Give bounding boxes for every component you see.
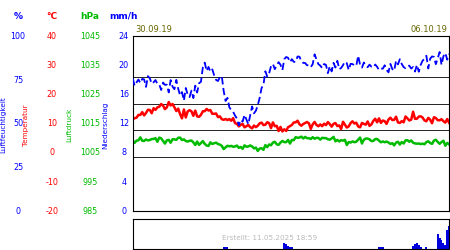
Text: mm/h: mm/h bbox=[109, 12, 138, 21]
Bar bbox=[441, 240, 442, 249]
Text: Luftdruck: Luftdruck bbox=[66, 108, 72, 142]
Bar bbox=[380, 247, 382, 249]
Text: 30: 30 bbox=[47, 61, 57, 70]
Text: 20: 20 bbox=[119, 61, 129, 70]
Bar bbox=[378, 246, 380, 249]
Text: 1005: 1005 bbox=[80, 148, 100, 158]
Text: 1025: 1025 bbox=[80, 90, 100, 99]
Bar bbox=[437, 234, 439, 249]
Text: 75: 75 bbox=[13, 76, 23, 84]
Text: 06.10.19: 06.10.19 bbox=[411, 25, 448, 34]
Bar bbox=[287, 246, 289, 249]
Bar bbox=[444, 245, 446, 249]
Text: 0: 0 bbox=[121, 207, 126, 216]
Bar bbox=[420, 246, 422, 249]
Bar bbox=[442, 243, 444, 249]
Text: 24: 24 bbox=[119, 32, 129, 41]
Text: Temperatur: Temperatur bbox=[23, 104, 29, 146]
Text: 50: 50 bbox=[13, 119, 23, 128]
Text: 985: 985 bbox=[82, 207, 98, 216]
Text: hPa: hPa bbox=[81, 12, 99, 21]
Text: 1035: 1035 bbox=[80, 61, 100, 70]
Text: 1015: 1015 bbox=[80, 119, 100, 128]
Bar bbox=[223, 246, 225, 249]
Text: 995: 995 bbox=[82, 178, 98, 186]
Bar bbox=[291, 247, 293, 249]
Bar bbox=[284, 243, 285, 249]
Bar bbox=[425, 247, 428, 249]
Text: 20: 20 bbox=[47, 90, 57, 99]
Bar bbox=[285, 244, 287, 249]
Text: 25: 25 bbox=[13, 163, 23, 172]
Bar bbox=[412, 246, 414, 249]
Text: Luftfeuchtigkeit: Luftfeuchtigkeit bbox=[0, 96, 6, 153]
Text: 16: 16 bbox=[119, 90, 129, 99]
Bar bbox=[418, 245, 420, 249]
Text: 0: 0 bbox=[15, 207, 21, 216]
Bar bbox=[226, 247, 229, 249]
Bar bbox=[446, 230, 448, 249]
Text: Niederschlag: Niederschlag bbox=[102, 101, 108, 149]
Bar bbox=[448, 226, 450, 249]
Bar bbox=[382, 247, 384, 249]
Text: 12: 12 bbox=[119, 119, 129, 128]
Bar bbox=[416, 243, 418, 249]
Text: -10: -10 bbox=[45, 178, 58, 186]
Text: 10: 10 bbox=[47, 119, 57, 128]
Text: 100: 100 bbox=[10, 32, 26, 41]
Text: 8: 8 bbox=[121, 148, 126, 158]
Text: 30.09.19: 30.09.19 bbox=[135, 25, 172, 34]
Text: Erstellt: 11.05.2025 18:59: Erstellt: 11.05.2025 18:59 bbox=[222, 234, 318, 240]
Text: %: % bbox=[14, 12, 22, 21]
Text: -20: -20 bbox=[45, 207, 58, 216]
Text: 4: 4 bbox=[121, 178, 126, 186]
Text: °C: °C bbox=[46, 12, 57, 21]
Text: 0: 0 bbox=[49, 148, 54, 158]
Bar bbox=[225, 247, 226, 249]
Bar bbox=[289, 246, 291, 249]
Text: 1045: 1045 bbox=[80, 32, 100, 41]
Bar bbox=[439, 238, 441, 249]
Bar bbox=[414, 244, 416, 249]
Text: 40: 40 bbox=[47, 32, 57, 41]
